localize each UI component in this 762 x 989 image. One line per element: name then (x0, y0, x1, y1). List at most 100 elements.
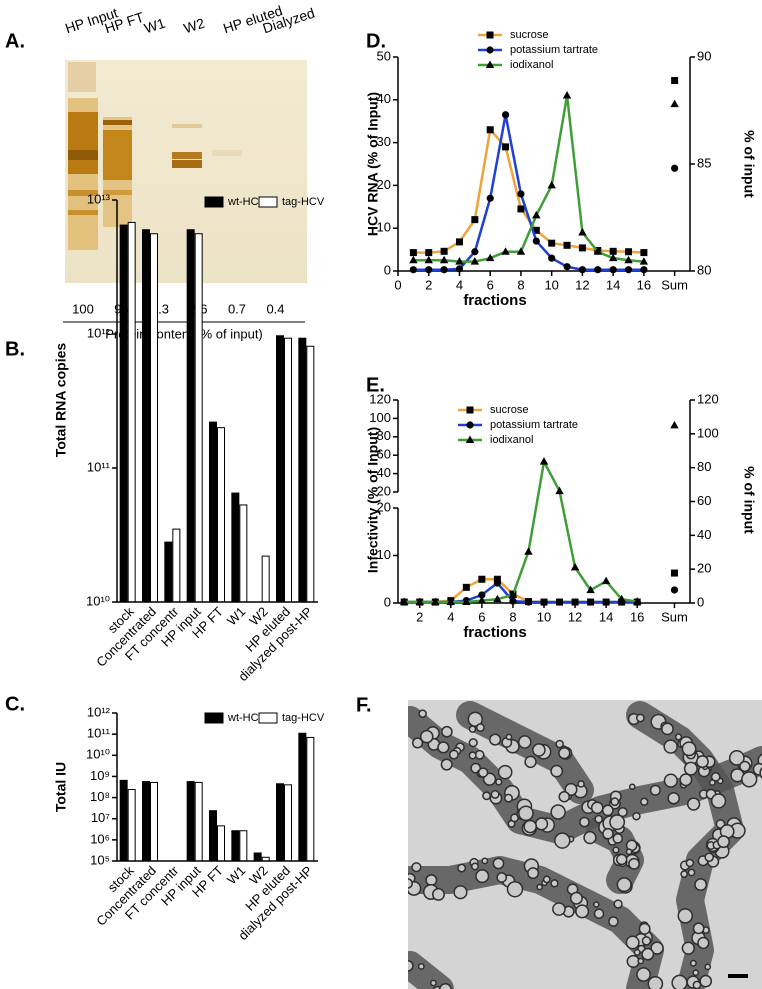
x-tick-label: 10 (537, 609, 551, 624)
legend-swatch (258, 712, 278, 724)
bar (172, 528, 181, 603)
gel-band (103, 130, 132, 180)
em-particle (518, 805, 534, 822)
em-particle (685, 858, 695, 868)
x-tick-label: W1 (224, 604, 248, 628)
panel-label: D. (366, 30, 386, 52)
data-point (624, 266, 633, 274)
y-tick-label: 10 (377, 220, 391, 235)
data-point (548, 254, 556, 262)
x-tick-label: 0 (394, 277, 401, 292)
y-tick-label: 60 (377, 447, 391, 462)
lane-label: W2 (182, 15, 207, 37)
em-particle (637, 957, 645, 965)
x-axis-title: fractions (463, 292, 526, 309)
em-particle (612, 846, 620, 854)
data-point (509, 597, 517, 605)
data-point (478, 575, 486, 583)
y-tick-label: 10⁹ (90, 768, 110, 783)
gel-background (65, 60, 307, 283)
data-point (609, 266, 617, 274)
data-point (639, 257, 649, 265)
legend-marker (466, 406, 474, 414)
x-tick-label: 12 (575, 277, 589, 292)
data-point (570, 562, 580, 571)
data-point (431, 597, 440, 606)
y2-tick-label: 85 (697, 155, 711, 170)
data-point (609, 247, 617, 255)
em-particle (704, 963, 712, 971)
em-particle (625, 935, 640, 950)
y-tick-label: 120 (369, 391, 391, 406)
x-tick-label: 8 (517, 277, 524, 292)
data-point (478, 591, 486, 599)
legend-marker (485, 60, 495, 68)
em-particle (661, 722, 674, 736)
gel-band (172, 160, 202, 168)
sum-point (671, 77, 679, 85)
em-particle (671, 974, 688, 989)
data-point (555, 598, 564, 606)
legend-label: tag-HCV (282, 712, 325, 724)
y-tick-label: 40 (377, 465, 391, 480)
em-particle (608, 916, 619, 927)
em-particle (602, 827, 614, 840)
em-particle (395, 947, 406, 958)
data-point (601, 576, 611, 585)
em-particle (638, 922, 651, 935)
data-point (424, 255, 433, 264)
data-point (571, 598, 579, 606)
em-particle (482, 791, 491, 801)
em-particle (704, 852, 714, 862)
legend-label: iodixanol (510, 59, 553, 71)
em-particle (632, 811, 641, 821)
legend-label: potassium tartrate (490, 419, 578, 431)
em-particle (741, 771, 758, 788)
bar (239, 830, 248, 862)
em-particle (650, 941, 664, 955)
data-point (400, 597, 409, 606)
y2-tick-label: 100 (697, 425, 719, 440)
sum-point (670, 99, 679, 108)
bar (306, 345, 315, 603)
em-particle (577, 780, 585, 788)
legend-swatch (258, 196, 278, 208)
y2-tick-label: 90 (697, 48, 711, 63)
bar (209, 810, 217, 862)
legend-marker (486, 31, 494, 39)
axes (116, 200, 318, 603)
em-particle (692, 922, 705, 935)
data-point (440, 266, 448, 274)
bar (209, 421, 217, 603)
em-particle (419, 729, 434, 744)
panel-label: E. (366, 374, 385, 396)
data-point (586, 585, 595, 594)
em-particle (495, 778, 503, 786)
data-point (593, 247, 602, 255)
em-particle (506, 880, 524, 898)
em-particle (489, 733, 502, 746)
em-particle (439, 982, 452, 989)
bar (127, 221, 136, 603)
bar (231, 492, 240, 603)
em-particle (641, 947, 655, 961)
bar (186, 229, 195, 603)
y2-tick-label: 120 (697, 391, 719, 406)
data-point (502, 143, 510, 151)
em-particle (667, 792, 680, 805)
data-point (501, 111, 510, 119)
em-particle (550, 764, 564, 778)
x-tick-label: 4 (456, 277, 463, 292)
em-particle (448, 749, 459, 760)
sum-point (670, 586, 679, 594)
y-tick-label: 20 (377, 483, 391, 498)
y-tick-label: 80 (377, 428, 391, 443)
x-tick-label: 16 (630, 609, 644, 624)
value-label: 0.4 (266, 301, 284, 316)
legend-label: iodixanol (490, 434, 533, 446)
y-tick-label: 10¹³ (87, 191, 111, 206)
legend-label: potassium tartrate (510, 44, 598, 56)
gel-band (103, 120, 132, 125)
legend-marker (486, 46, 494, 54)
x-tick-label: 10 (544, 277, 558, 292)
